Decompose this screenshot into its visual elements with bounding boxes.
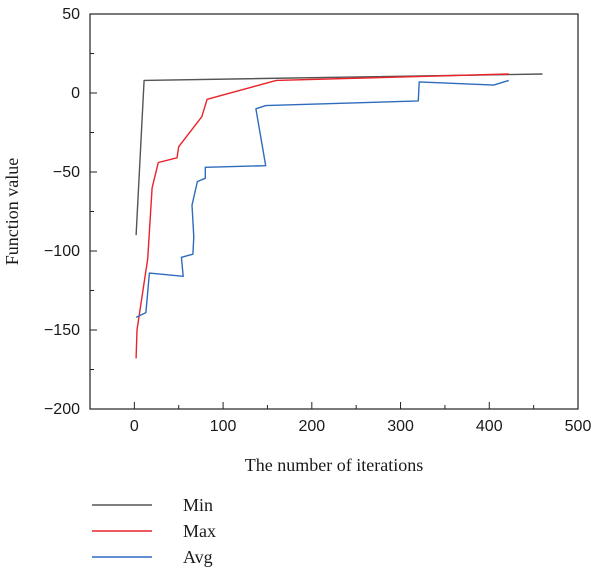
y-tick-label: 0 bbox=[71, 85, 80, 102]
y-axis: −200 −150 −100 −50 0 50 bbox=[44, 6, 97, 418]
y-tick-label: −100 bbox=[44, 243, 80, 260]
legend-label-min: Min bbox=[183, 495, 213, 515]
x-axis: 0 100 200 300 400 500 bbox=[130, 402, 592, 435]
y-tick-label: −200 bbox=[44, 401, 80, 418]
series-line-max bbox=[135, 73, 509, 359]
plot-frame bbox=[89, 13, 579, 410]
series-line-min bbox=[135, 73, 543, 236]
y-tick-label: −150 bbox=[44, 322, 80, 339]
x-tick-label: 300 bbox=[387, 418, 414, 435]
y-axis-title: Function value bbox=[2, 158, 22, 265]
series-line-avg bbox=[135, 79, 510, 319]
x-tick-label: 100 bbox=[210, 418, 237, 435]
y-tick-label: −50 bbox=[53, 164, 80, 181]
x-tick-label: 400 bbox=[476, 418, 503, 435]
legend: Min Max Avg bbox=[92, 495, 216, 567]
x-tick-label: 0 bbox=[130, 418, 139, 435]
x-tick-label: 200 bbox=[298, 418, 325, 435]
y-tick-label: 50 bbox=[62, 6, 80, 23]
legend-label-avg: Avg bbox=[183, 547, 213, 567]
x-tick-label: 500 bbox=[565, 418, 592, 435]
series-layer bbox=[135, 73, 543, 359]
plot-border bbox=[89, 13, 579, 410]
x-axis-title: The number of iterations bbox=[245, 455, 423, 475]
legend-label-max: Max bbox=[183, 521, 216, 541]
